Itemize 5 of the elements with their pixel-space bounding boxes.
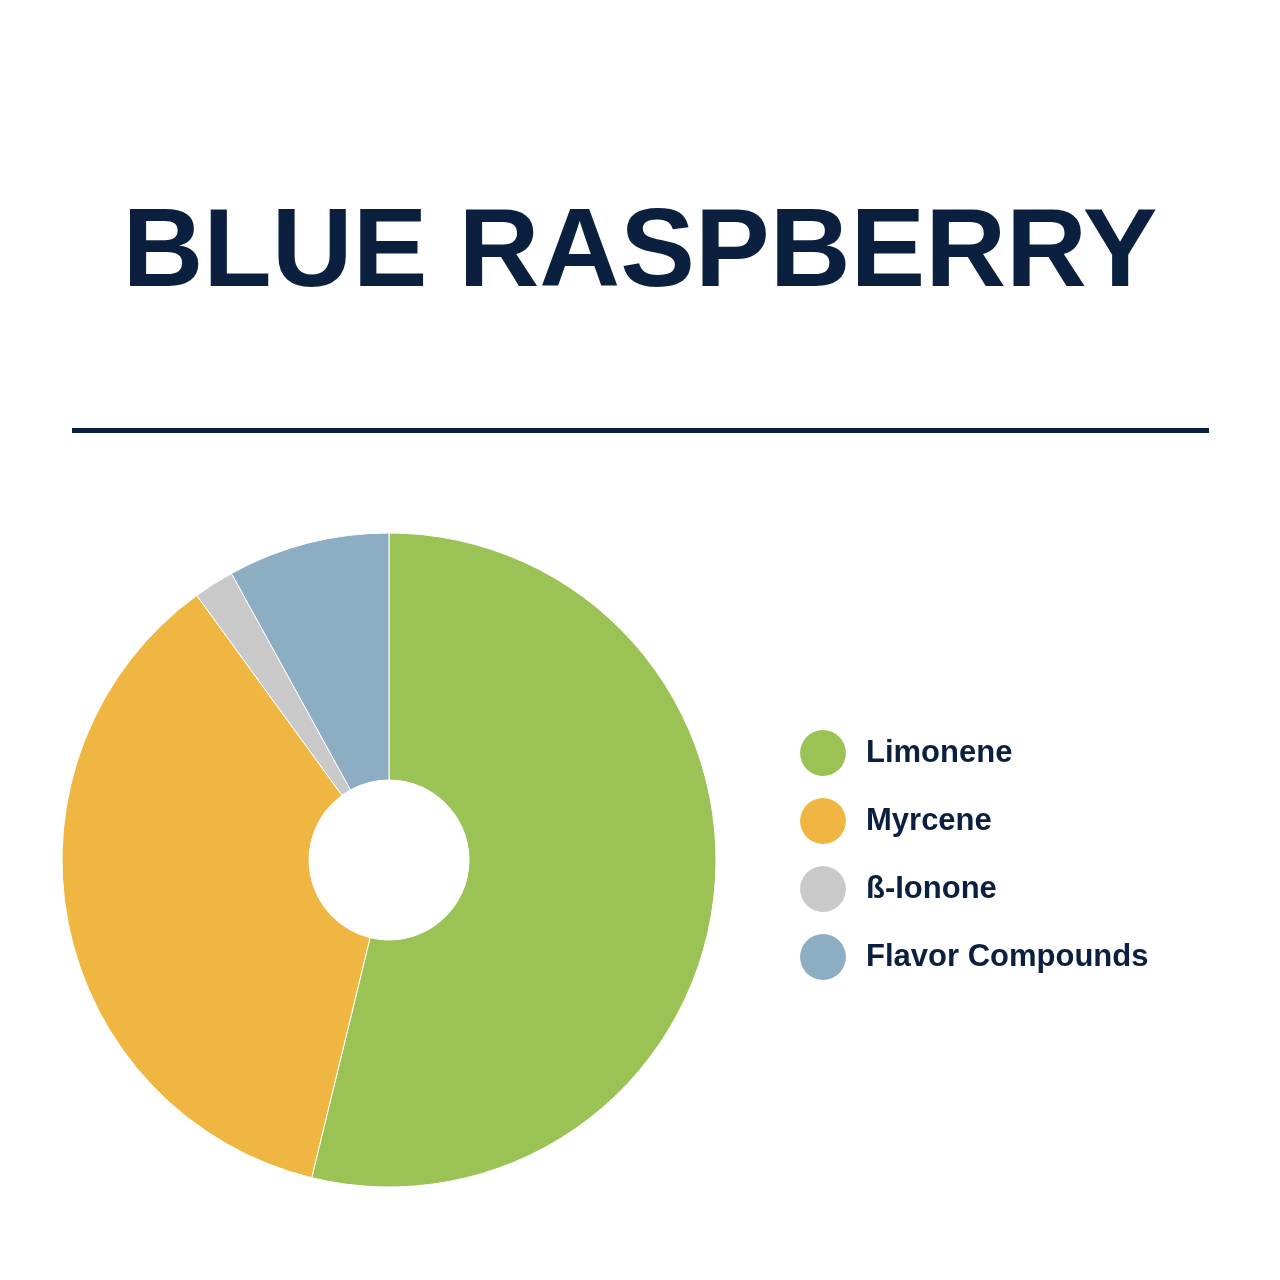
legend-label: ß-Ionone [866, 870, 997, 905]
legend-label: Limonene [866, 734, 1013, 769]
legend-label: Flavor Compounds [866, 938, 1149, 973]
chart-title: BLUE RASPBERRY [122, 185, 1158, 310]
legend-label: Myrcene [866, 802, 992, 837]
